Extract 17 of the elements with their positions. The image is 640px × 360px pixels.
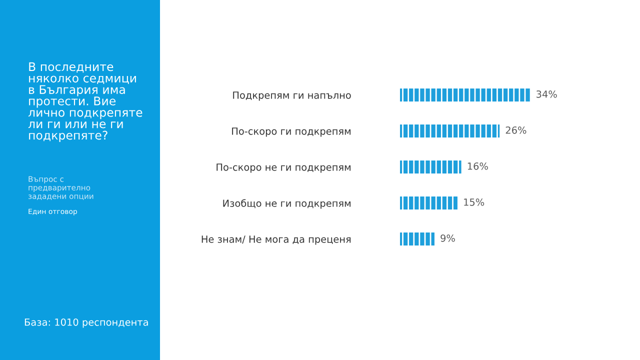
y-tick-label: По-скоро не ги подкрепям bbox=[216, 164, 351, 173]
data-label: 16% bbox=[468, 162, 488, 170]
bar bbox=[400, 160, 462, 174]
y-tick-label: Изобщо не ги подкрепям bbox=[223, 199, 351, 209]
y-tick-label: По-скоро ги подкрепям bbox=[232, 128, 350, 137]
y-tick-label: Не знам/ Не мога да преценя bbox=[202, 236, 351, 245]
bar bbox=[400, 232, 434, 246]
data-label: 34% bbox=[536, 90, 557, 98]
text: В последните няколко седмици в България има протести. Вие лично подкрепяте ли ги или не ги подкрепяте? bbox=[28, 62, 142, 142]
data-label: 26% bbox=[506, 126, 526, 134]
bar bbox=[400, 88, 530, 102]
y-tick-label: Подкрепям ги напълно bbox=[233, 92, 351, 101]
text: База: 1010 респондента bbox=[24, 318, 148, 328]
bar bbox=[400, 124, 500, 138]
bar bbox=[400, 196, 458, 210]
data-label: 9% bbox=[440, 234, 455, 242]
data-label: 15% bbox=[464, 198, 484, 206]
